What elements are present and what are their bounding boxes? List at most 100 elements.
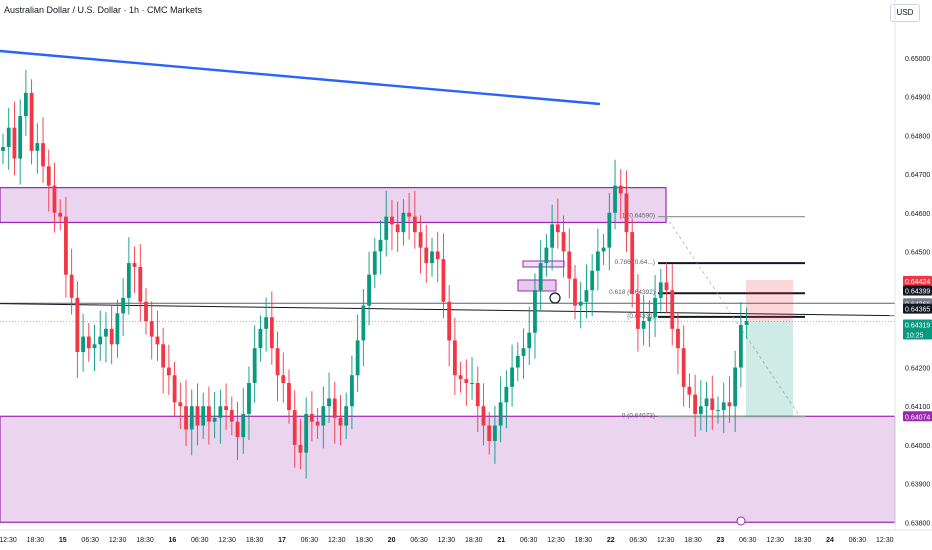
candle-body[interactable] [75,297,80,353]
mini-zone-box[interactable] [517,279,557,292]
candle-body[interactable] [92,344,97,349]
candle-body[interactable] [458,375,463,380]
candle-body[interactable] [115,313,120,345]
candle-body[interactable] [321,406,326,426]
candle-body[interactable] [18,116,23,159]
candle-body[interactable] [12,127,17,159]
candle-body[interactable] [521,348,526,356]
candle-body[interactable] [138,266,143,302]
candle-body[interactable] [424,247,429,264]
candle-body[interactable] [447,301,452,341]
candle-body[interactable] [298,444,303,453]
candle-body[interactable] [738,324,743,368]
candle-body[interactable] [201,406,206,426]
candle-body[interactable] [607,212,612,248]
circle-marker[interactable] [549,292,561,304]
candle-body[interactable] [264,317,269,329]
take-profit-zone[interactable] [746,321,793,417]
candle-body[interactable] [481,406,486,426]
candle-body[interactable] [189,406,194,430]
currency-button[interactable]: USD [890,4,920,22]
candle-body[interactable] [710,398,715,411]
candle-body[interactable] [681,348,686,387]
candle-body[interactable] [418,232,423,248]
candle-body[interactable] [704,398,709,407]
candle-body[interactable] [653,297,657,318]
candle-body[interactable] [578,301,583,306]
candle-body[interactable] [573,278,577,306]
candle-body[interactable] [676,328,680,349]
candle-body[interactable] [98,336,103,345]
candle-body[interactable] [41,143,45,167]
candle-body[interactable] [161,344,166,368]
mini-zone-box[interactable] [522,260,565,268]
candle-body[interactable] [287,382,291,411]
candle-body[interactable] [367,274,371,306]
candle-body[interactable] [744,321,749,325]
candle-body[interactable] [441,259,446,302]
candle-body[interactable] [258,328,263,349]
candle-body[interactable] [727,402,732,407]
candle-body[interactable] [475,382,480,407]
candle-body[interactable] [195,406,200,426]
candle-body[interactable] [235,421,240,438]
candle-body[interactable] [550,224,555,248]
candle-body[interactable] [58,212,63,217]
candle-body[interactable] [452,340,457,376]
candle-body[interactable] [378,239,383,252]
candle-body[interactable] [309,413,314,422]
candle-body[interactable] [149,321,154,337]
candle-body[interactable] [212,417,217,422]
candle-body[interactable] [304,413,309,453]
candle-body[interactable] [172,375,177,403]
candle-body[interactable] [510,367,514,387]
candle-body[interactable] [241,413,246,438]
candle-body[interactable] [1,147,5,151]
candle-body[interactable] [733,367,738,407]
candle-body[interactable] [470,382,474,384]
candle-body[interactable] [498,402,503,426]
candle-body[interactable] [595,251,600,271]
candle-body[interactable] [144,301,148,322]
candle-body[interactable] [584,290,589,302]
candle-body[interactable] [395,224,400,233]
candle-body[interactable] [184,406,188,430]
candle-body[interactable] [338,417,343,426]
candle-body[interactable] [641,321,646,329]
candle-body[interactable] [698,406,703,414]
candle-body[interactable] [390,216,394,225]
candle-body[interactable] [670,290,675,329]
candle-body[interactable] [721,402,726,411]
candle-body[interactable] [6,127,11,148]
candle-body[interactable] [590,270,595,291]
candle-body[interactable] [647,317,652,322]
demand-zone[interactable] [0,415,896,523]
candle-body[interactable] [104,328,108,337]
candle-body[interactable] [52,185,57,213]
candle-body[interactable] [716,410,720,412]
candle-body[interactable] [487,425,492,442]
candle-body[interactable] [126,263,131,298]
candle-body[interactable] [624,193,629,233]
candle-body[interactable] [166,367,171,376]
candle-body[interactable] [533,290,537,333]
event-marker-icon[interactable] [736,516,746,526]
candle-body[interactable] [527,332,532,349]
candle-body[interactable] [567,251,572,279]
candle-body[interactable] [636,294,640,329]
candle-body[interactable] [86,336,91,349]
candle-body[interactable] [630,232,635,295]
candle-body[interactable] [35,143,40,151]
candle-body[interactable] [81,336,85,353]
candle-body[interactable] [269,317,274,349]
candle-body[interactable] [613,185,617,213]
candle-body[interactable] [224,406,228,411]
candle-body[interactable] [515,355,520,368]
candle-body[interactable] [64,216,68,275]
candle-body[interactable] [315,421,320,426]
candle-body[interactable] [618,185,623,194]
candle-body[interactable] [372,251,377,275]
candle-body[interactable] [327,398,331,407]
candle-body[interactable] [344,406,349,426]
candle-body[interactable] [207,406,211,422]
